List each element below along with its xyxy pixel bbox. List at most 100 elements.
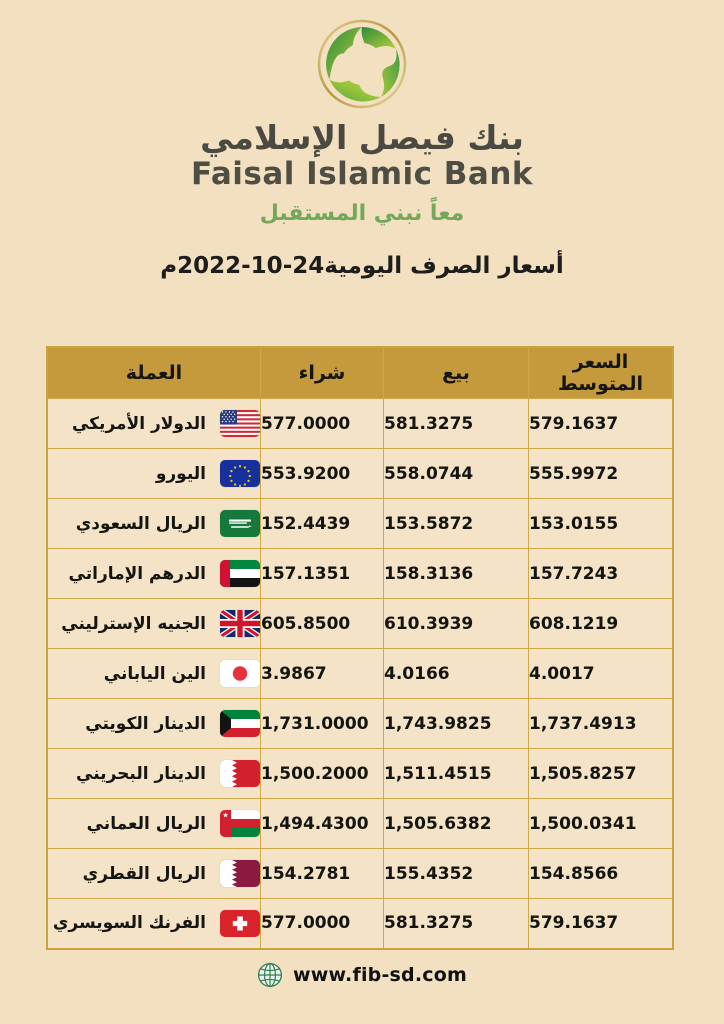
cell-buy-rate: 1,494.4300 (260, 798, 384, 849)
flag-gb-icon (220, 610, 260, 637)
currency-cell-content: الجنيه الإسترليني (48, 610, 260, 637)
currency-cell-content: الريال القطري (48, 860, 260, 887)
page-title: أسعار الصرف اليومية24-10-2022م (160, 252, 564, 279)
cell-currency: اليورو (46, 448, 261, 499)
table-body: 579.1637 581.3275 577.0000 الدولار الأمريك… (46, 398, 674, 949)
currency-cell-content: الريال السعودي (48, 510, 260, 537)
globe-icon (257, 962, 283, 988)
flag-qa-icon (220, 860, 260, 887)
currency-name: الدرهم الإماراتي (68, 563, 206, 584)
cell-currency: الدينار البحريني (46, 748, 261, 799)
cell-average-rate: 1,505.8257 (528, 748, 674, 799)
cell-currency: الريال العماني (46, 798, 261, 849)
cell-sell-rate: 581.3275 (383, 398, 529, 449)
cell-buy-rate: 605.8500 (260, 598, 384, 649)
cell-sell-rate: 1,511.4515 (383, 748, 529, 799)
flag-kw-icon (220, 710, 260, 737)
currency-cell-content: الدينار الكويتي (48, 710, 260, 737)
cell-currency: الفرنك السويسري (46, 898, 261, 949)
table-row: 579.1637 581.3275 577.0000 الفرنك السويسري (46, 898, 674, 949)
currency-name: الريال القطري (82, 863, 206, 884)
column-header-sell: بيع (383, 346, 529, 399)
column-header-buy: شراء (260, 346, 384, 399)
currency-name: الدولار الأمريكي (71, 413, 206, 434)
cell-sell-rate: 1,505.6382 (383, 798, 529, 849)
cell-currency: الريال القطري (46, 848, 261, 899)
currency-name: الريال السعودي (75, 513, 206, 534)
cell-sell-rate: 558.0744 (383, 448, 529, 499)
table-row: 153.0155 153.5872 152.4439 الريال السعودي (46, 498, 674, 549)
column-header-currency: العملة (46, 346, 261, 399)
page-footer: www.fib-sd.com (0, 962, 724, 988)
cell-currency: الجنيه الإسترليني (46, 598, 261, 649)
flag-sa-icon (220, 510, 260, 537)
exchange-rates-table-container: السعر المتوسط بيع شراء العملة 579.1637 58… (46, 346, 674, 950)
currency-name: الجنيه الإسترليني (61, 613, 206, 634)
currency-cell-content: الدرهم الإماراتي (48, 560, 260, 587)
table-row: 154.8566 155.4352 154.2781 الريال القطري (46, 848, 674, 899)
brand-name-arabic: بنك فيصل الإسلامي (200, 118, 524, 157)
flag-ch-icon (220, 909, 260, 937)
flag-us-icon (220, 410, 260, 437)
cell-average-rate: 555.9972 (528, 448, 674, 499)
cell-buy-rate: 1,500.2000 (260, 748, 384, 799)
cell-buy-rate: 3.9867 (260, 648, 384, 699)
cell-average-rate: 579.1637 (528, 898, 674, 949)
cell-buy-rate: 1,731.0000 (260, 698, 384, 749)
flag-ae-icon (220, 560, 260, 587)
cell-sell-rate: 610.3939 (383, 598, 529, 649)
exchange-rates-table: السعر المتوسط بيع شراء العملة 579.1637 58… (46, 346, 674, 950)
cell-currency: الدينار الكويتي (46, 698, 261, 749)
currency-name: الفرنك السويسري (52, 913, 206, 934)
currency-name: الريال العماني (86, 813, 206, 834)
flag-jp-icon (220, 660, 260, 687)
cell-average-rate: 157.7243 (528, 548, 674, 599)
cell-sell-rate: 581.3275 (383, 898, 529, 949)
cell-average-rate: 153.0155 (528, 498, 674, 549)
cell-currency: الريال السعودي (46, 498, 261, 549)
flag-bh-icon (220, 760, 260, 787)
cell-average-rate: 1,500.0341 (528, 798, 674, 849)
cell-buy-rate: 577.0000 (260, 398, 384, 449)
table-header-row: السعر المتوسط بيع شراء العملة (46, 346, 674, 399)
cell-currency: الدولار الأمريكي (46, 398, 261, 449)
currency-name: الدينار البحريني (76, 763, 206, 784)
cell-buy-rate: 553.9200 (260, 448, 384, 499)
cell-currency: الدرهم الإماراتي (46, 548, 261, 599)
table-row: 1,737.4913 1,743.9825 1,731.0000 الدينار ا… (46, 698, 674, 749)
cell-sell-rate: 153.5872 (383, 498, 529, 549)
cell-average-rate: 579.1637 (528, 398, 674, 449)
cell-average-rate: 608.1219 (528, 598, 674, 649)
cell-sell-rate: 1,743.9825 (383, 698, 529, 749)
table-row: 555.9972 558.0744 553.9200 اليورو (46, 448, 674, 499)
page-header: بنك فيصل الإسلامي Faisal Islamic Bank مع… (0, 0, 724, 280)
table-row: 579.1637 581.3275 577.0000 الدولار الأمريك… (46, 398, 674, 449)
table-row: 608.1219 610.3939 605.8500 الجنيه الإسترلي… (46, 598, 674, 649)
cell-buy-rate: 152.4439 (260, 498, 384, 549)
website-url[interactable]: www.fib-sd.com (293, 964, 467, 986)
column-header-average: السعر المتوسط (528, 346, 674, 399)
cell-buy-rate: 154.2781 (260, 848, 384, 899)
cell-average-rate: 154.8566 (528, 848, 674, 899)
flag-om-icon (220, 810, 260, 837)
currency-name: الدينار الكويتي (85, 713, 206, 734)
cell-buy-rate: 157.1351 (260, 548, 384, 599)
currency-cell-content: الريال العماني (48, 810, 260, 837)
table-row: 1,505.8257 1,511.4515 1,500.2000 الدينار ا… (46, 748, 674, 799)
table-row: 1,500.0341 1,505.6382 1,494.4300 الريال ال… (46, 798, 674, 849)
brand-tagline: معاً نبني المستقبل (259, 201, 465, 227)
cell-average-rate: 4.0017 (528, 648, 674, 699)
cell-average-rate: 1,737.4913 (528, 698, 674, 749)
bank-logo-icon (317, 19, 407, 109)
cell-sell-rate: 4.0166 (383, 648, 529, 699)
cell-buy-rate: 577.0000 (260, 898, 384, 949)
cell-sell-rate: 155.4352 (383, 848, 529, 899)
brand-name-english: Faisal Islamic Bank (190, 155, 534, 192)
currency-cell-content: اليورو (48, 460, 260, 487)
currency-name: اليورو (155, 463, 206, 484)
currency-name: الين الياباني (103, 663, 206, 684)
table-row: 4.0017 4.0166 3.9867 الين الياباني (46, 648, 674, 699)
table-header: السعر المتوسط بيع شراء العملة (46, 346, 674, 399)
currency-cell-content: الفرنك السويسري (48, 909, 260, 937)
cell-sell-rate: 158.3136 (383, 548, 529, 599)
